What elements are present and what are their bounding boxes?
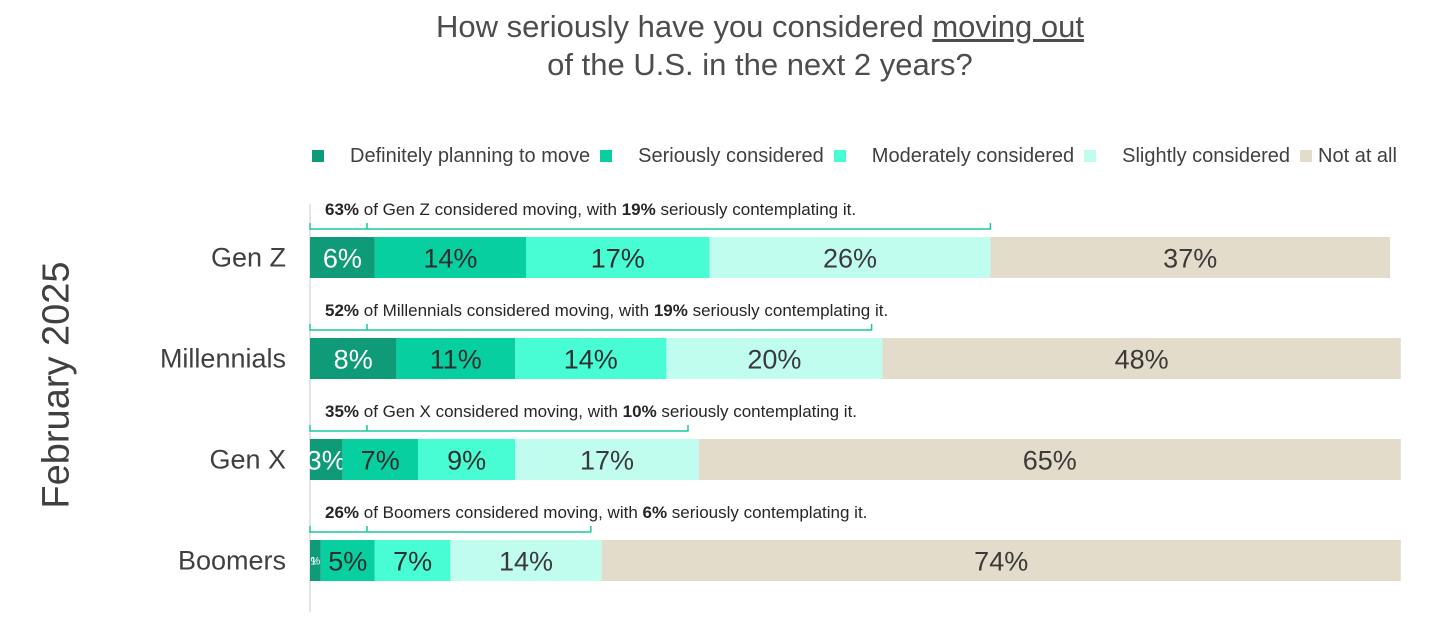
annotation-segment: seriously contemplating it. <box>667 503 867 522</box>
data-label: 6% <box>323 244 362 274</box>
legend-item-seriously: Seriously considered <box>600 145 824 168</box>
bar-segment-definitely <box>310 439 343 480</box>
bar-segment-not-at-all <box>698 439 1401 480</box>
bar-segment-not-at-all <box>882 338 1401 379</box>
category-label: Gen Z <box>211 243 286 273</box>
bar-segment-moderately <box>515 338 667 379</box>
bar-segment-seriously <box>342 439 418 480</box>
annotation-segment: of Millennials considered moving, with <box>359 301 654 320</box>
legend-label-moderately: Moderately considered <box>871 144 1075 167</box>
annotation-highlight: 63% <box>325 200 359 219</box>
legend-item-not-at-all: Not at all <box>1300 145 1397 168</box>
bar-segment-moderately <box>418 439 516 480</box>
data-label: 11% <box>430 345 482 375</box>
bar-segment-seriously <box>396 338 516 379</box>
legend-swatch-slightly <box>1084 150 1097 162</box>
annotation-text: 26% of Boomers considered moving, with 6… <box>325 503 867 522</box>
data-label: 48% <box>1115 345 1169 375</box>
bar-segment-not-at-all <box>990 237 1390 278</box>
legend-swatch-not-at-all <box>1300 150 1313 162</box>
annotation-text: 63% of Gen Z considered moving, with 19%… <box>325 200 856 219</box>
annotation-highlight: 52% <box>325 301 359 320</box>
annotation-segment: of Boomers considered moving, with <box>359 503 642 522</box>
annotation-segment: of Gen Z considered moving, with <box>359 200 622 219</box>
data-label: 17% <box>591 244 645 274</box>
chart-title-line-2: of the U.S. in the next 2 years? <box>547 47 973 82</box>
annotation-highlight: 19% <box>654 301 688 320</box>
chart-title-text: How seriously have you considered <box>436 9 933 44</box>
data-label: 37% <box>1163 244 1217 274</box>
annotation-segment: seriously contemplating it. <box>656 200 856 219</box>
data-label: 14% <box>423 244 477 274</box>
bar-segment-not-at-all <box>601 540 1401 581</box>
bar-segment-definitely <box>310 540 321 581</box>
annotation-highlight: 19% <box>622 200 656 219</box>
bar-segment-moderately <box>374 540 451 581</box>
annotation-text: 52% of Millennials considered moving, wi… <box>325 301 888 320</box>
legend-swatch-seriously <box>600 150 613 162</box>
data-label: 65% <box>1023 446 1077 476</box>
data-label: 14% <box>564 345 618 375</box>
annotation-text: 35% of Gen X considered moving, with 10%… <box>325 402 857 421</box>
legend-swatch-moderately <box>833 150 846 162</box>
annotation-highlight: 35% <box>325 402 359 421</box>
data-label: 9% <box>447 446 486 476</box>
bar-segment-moderately <box>526 237 710 278</box>
data-label: 14% <box>499 547 553 577</box>
annotation-bracket <box>309 324 873 331</box>
data-label: 5% <box>328 547 367 577</box>
legend-item-definitely: Definitely planning to move <box>312 145 590 168</box>
bar-segment-definitely <box>310 338 397 379</box>
category-label: Boomers <box>178 546 286 576</box>
legend-label-not-at-all: Not at all <box>1318 144 1397 167</box>
annotation-bracket <box>309 425 689 432</box>
annotation-highlight: 10% <box>623 402 657 421</box>
category-label: Millennials <box>160 344 286 374</box>
bar-segment-slightly <box>709 237 991 278</box>
annotation-bracket <box>309 526 592 533</box>
data-label: 3% <box>307 446 346 476</box>
bar-segment-slightly <box>450 540 602 581</box>
data-label: 7% <box>361 446 400 476</box>
category-label: Gen X <box>209 445 286 475</box>
data-label: 7% <box>393 547 432 577</box>
annotation-highlight: 6% <box>643 503 668 522</box>
data-label: 17% <box>580 446 634 476</box>
bar-segment-seriously <box>320 540 375 581</box>
legend-label-seriously: Seriously considered <box>638 144 824 167</box>
chart-legend: Definitely planning to move Seriously co… <box>312 143 1407 169</box>
legend-label-definitely: Definitely planning to move <box>350 144 591 167</box>
chart-title: How seriously have you considered moving… <box>380 8 1140 84</box>
annotation-segment: seriously contemplating it. <box>688 301 888 320</box>
legend-item-slightly: Slightly considered <box>1084 145 1290 168</box>
chart-title-underlined: moving out <box>932 9 1084 44</box>
data-label: 8% <box>334 345 373 375</box>
data-label: 1% <box>311 556 321 568</box>
annotation-highlight: 26% <box>325 503 359 522</box>
bar-segment-slightly <box>666 338 883 379</box>
data-label: 26% <box>823 244 877 274</box>
legend-swatch-definitely <box>312 150 324 162</box>
legend-item-moderately: Moderately considered <box>833 144 1075 168</box>
data-label: 74% <box>974 547 1028 577</box>
annotation-segment: seriously contemplating it. <box>657 402 857 421</box>
annotation-bracket <box>309 223 992 230</box>
bar-segment-seriously <box>374 237 526 278</box>
data-label: 20% <box>747 345 801 375</box>
legend-label-slightly: Slightly considered <box>1122 144 1291 167</box>
annotation-segment: of Gen X considered moving, with <box>359 402 623 421</box>
bar-segment-slightly <box>515 439 699 480</box>
chart-title-line-1: How seriously have you considered moving… <box>380 8 1140 46</box>
bar-segment-definitely <box>310 237 375 278</box>
